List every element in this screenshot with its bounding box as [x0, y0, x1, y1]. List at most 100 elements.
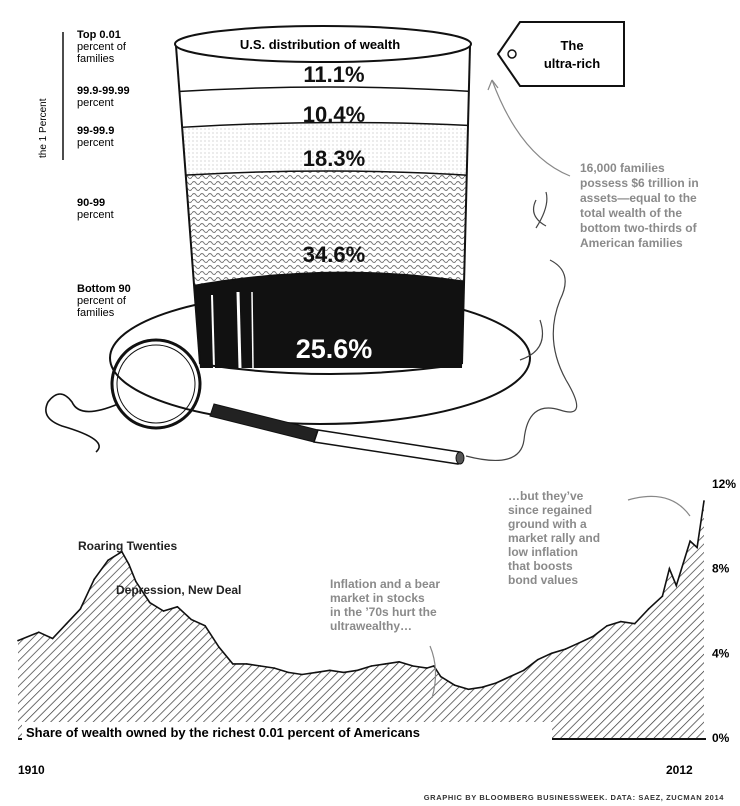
hat-annotation-line-1: possess $6 trillion in — [580, 176, 699, 190]
segment-label-3-line-1: percent — [77, 209, 114, 221]
segment-label-1-line-1: percent — [77, 97, 114, 109]
segment-value-2: 18.3% — [303, 146, 365, 171]
area-annotation-3-line-5: that boosts — [508, 559, 573, 573]
area-point-11 — [162, 610, 165, 612]
area-chart-title: Share of wealth owned by the richest 0.0… — [26, 725, 420, 740]
area-annotation-3-line-3: market rally and — [508, 531, 600, 545]
area-annotation-3-line-1: since regained — [508, 503, 592, 517]
layer-90-99 — [176, 171, 470, 290]
area-fill — [18, 500, 704, 738]
area-point-18 — [259, 665, 262, 667]
segment-label-0-line-1: percent of — [77, 41, 127, 53]
hat-title: U.S. distribution of wealth — [240, 37, 400, 52]
arrow-70s — [429, 645, 437, 699]
area-point-53 — [703, 500, 705, 502]
x-tick-label-end: 2012 — [666, 763, 693, 777]
area-point-37 — [509, 675, 511, 678]
area-point-43 — [592, 635, 594, 638]
area-annotation-2-line-0: Inflation and a bear — [330, 577, 440, 591]
area-point-6 — [107, 559, 109, 561]
area-point-40 — [550, 652, 553, 655]
area-point-45 — [620, 620, 622, 623]
y-tick-label-0: 12% — [712, 477, 736, 491]
area-point-32 — [439, 675, 442, 678]
area-point-16 — [232, 663, 234, 665]
area-chart: 12% 8% 4% 0% 1910 2012 Share of wealth owne… — [17, 477, 736, 777]
area-point-23 — [329, 669, 331, 672]
tag-line-1: The — [560, 38, 583, 53]
area-point-41 — [564, 648, 567, 650]
segment-label-4-line-0: Bottom 90 — [77, 283, 131, 295]
area-point-20 — [287, 671, 290, 674]
area-annotation-2-line-2: in the ’70s hurt the — [330, 605, 437, 619]
area-point-34 — [467, 688, 470, 691]
area-annotation-3-line-0: …but they’ve — [508, 489, 584, 503]
hat-top — [174, 25, 472, 63]
hat-annotation-line-2: assets—equal to the — [580, 191, 697, 205]
monocle-cord — [45, 393, 119, 453]
tag-line-2: ultra-rich — [544, 56, 600, 71]
area-point-14 — [204, 625, 206, 627]
area-annotation-0-line-0: Roaring Twenties — [78, 539, 177, 553]
area-annotation-2-line-3: ultrawealthy… — [330, 619, 412, 633]
hat-annotation-arrow — [491, 79, 571, 177]
area-point-8 — [128, 563, 130, 566]
area-point-39 — [536, 658, 539, 661]
area-point-36 — [495, 682, 497, 684]
segment-label-4-line-1: percent of — [77, 295, 127, 307]
area-point-15 — [218, 646, 220, 648]
layer-99-9-99-99 — [176, 87, 470, 128]
y-tick-label-3: 0% — [712, 731, 730, 745]
segment-value-4: 25.6% — [296, 334, 373, 364]
area-point-49 — [668, 567, 671, 570]
area-point-3 — [65, 622, 68, 625]
area-point-38 — [523, 669, 525, 672]
area-point-24 — [342, 671, 345, 674]
area-annotation-3-line-2: ground with a — [508, 517, 587, 531]
area-point-47 — [647, 608, 650, 610]
area-point-44 — [606, 625, 608, 627]
area-point-48 — [661, 595, 664, 597]
hat-annotation-line-4: bottom two-thirds of — [580, 221, 698, 235]
area-point-29 — [412, 665, 414, 667]
credit-line: GRAPHIC BY BLOOMBERG BUSINESSWEEK. DATA:… — [424, 793, 724, 802]
area-point-27 — [384, 663, 387, 665]
hat-annotation-line-5: American families — [580, 236, 683, 250]
area-point-51 — [689, 540, 691, 542]
area-point-25 — [356, 669, 359, 672]
layer-99-99-9 — [176, 122, 470, 176]
segment-label-2-line-0: 99-99.9 — [77, 125, 114, 137]
area-point-26 — [370, 665, 373, 667]
area-point-9 — [135, 580, 137, 583]
area-point-50 — [675, 584, 678, 587]
area-point-1 — [38, 631, 40, 633]
cigarette — [209, 403, 465, 465]
layer-bottom-90 — [176, 272, 470, 368]
area-point-35 — [481, 686, 484, 688]
area-point-22 — [315, 671, 317, 674]
arrow-recent — [627, 495, 691, 517]
segment-value-1: 10.4% — [303, 102, 365, 127]
area-annotation-3-line-6: bond values — [508, 573, 578, 587]
area-point-31 — [433, 665, 435, 667]
y-tick-label-1: 8% — [712, 562, 730, 576]
hat-annotation-line-0: 16,000 families — [580, 161, 665, 175]
area-point-0 — [17, 639, 19, 642]
monocle — [110, 338, 202, 430]
area-point-33 — [453, 684, 456, 686]
area-annotation-3-line-4: low inflation — [508, 545, 578, 559]
area-point-12 — [176, 606, 179, 608]
area-point-7 — [121, 550, 123, 553]
area-point-52 — [696, 546, 698, 549]
hat-annotation-line-3: total wealth of the — [580, 206, 682, 220]
segment-value-0: 11.1% — [303, 62, 364, 87]
area-point-28 — [398, 661, 400, 663]
area-point-21 — [301, 673, 303, 676]
segment-label-3-line-0: 90-99 — [77, 197, 105, 209]
segment-label-1-line-0: 99.9-99.99 — [77, 85, 130, 97]
segment-label-0-line-0: Top 0.01 — [77, 29, 121, 41]
area-point-42 — [578, 642, 581, 644]
